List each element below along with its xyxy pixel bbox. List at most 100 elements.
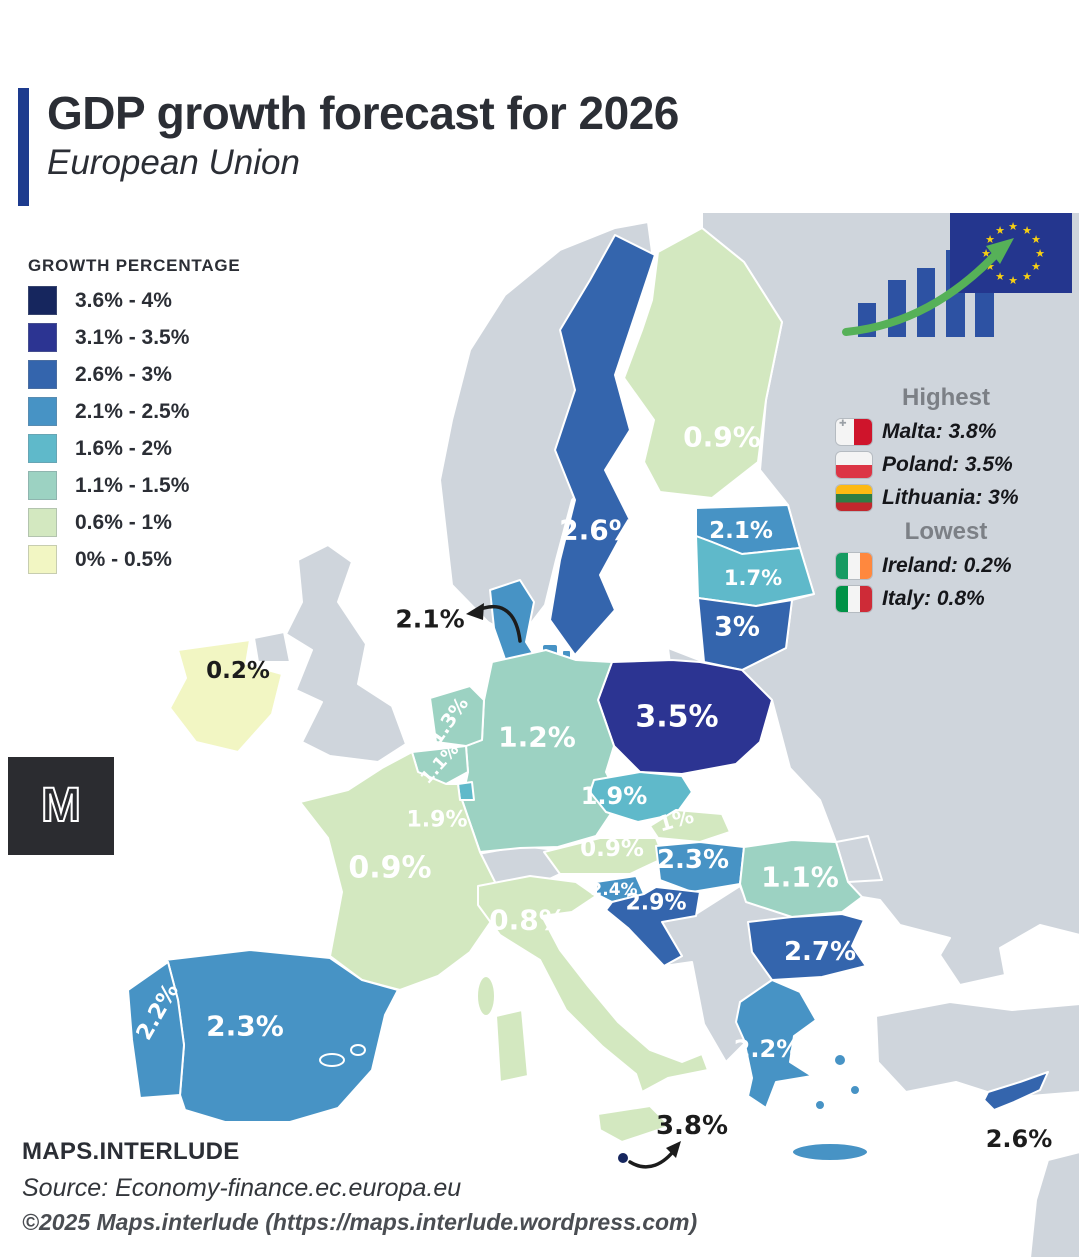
legend-item: 1.1% - 1.5% xyxy=(28,471,241,500)
country-france-corsica xyxy=(476,975,496,1017)
eu-flag-stars: ★ ★ ★ ★ ★ ★ ★ ★ ★ ★ ★ ★ xyxy=(981,221,1045,287)
lowest-header: Lowest xyxy=(904,518,988,545)
landmass-levant xyxy=(1029,1151,1080,1258)
eu-countries xyxy=(127,227,1049,1165)
highest-lowest-panel: Highest Malta: 3.8% Poland: 3.5% Lithuan… xyxy=(836,378,1056,619)
malta-flag-icon xyxy=(836,418,872,445)
country-cyprus xyxy=(983,1071,1049,1111)
eu-star-icon: ★ xyxy=(995,225,1005,237)
country-bulgaria xyxy=(747,913,867,981)
list-item: Lithuania: 3% xyxy=(836,485,1056,511)
list-item: Ireland: 0.2% xyxy=(836,553,1056,579)
legend-swatch xyxy=(28,323,57,352)
legend-item: 2.6% - 3% xyxy=(28,360,241,389)
legend-swatch xyxy=(28,471,57,500)
legend-swatch xyxy=(28,545,57,574)
page-title: GDP growth forecast for 2026 xyxy=(47,87,679,139)
country-netherlands xyxy=(429,685,485,747)
legend-title: GROWTH PERCENTAGE xyxy=(28,256,241,275)
country-italy-sicily xyxy=(597,1105,671,1143)
eu-star-icon: ★ xyxy=(985,261,995,273)
eu-star-icon: ★ xyxy=(995,271,1005,283)
title-accent-bar xyxy=(18,88,29,206)
landmass-uk xyxy=(285,544,407,763)
page-subtitle: European Union xyxy=(47,142,300,182)
legend-swatch xyxy=(28,360,57,389)
country-spain-balearic-2 xyxy=(350,1044,366,1056)
denmark-arrow-head xyxy=(466,603,484,620)
country-italy-sardinia xyxy=(495,1009,529,1083)
trend-arrow-icon xyxy=(842,246,1004,336)
lowest-entry: Ireland: 0.2% xyxy=(882,554,1012,577)
country-spain-balearic-1 xyxy=(319,1053,345,1067)
legend-item: 0% - 0.5% xyxy=(28,545,241,574)
malta-arrow-head xyxy=(666,1141,681,1158)
annotation-arrows xyxy=(466,603,681,1169)
lithuania-flag-icon xyxy=(836,485,872,511)
legend-item: 0.6% - 1% xyxy=(28,508,241,537)
legend-swatch xyxy=(28,397,57,426)
logo-m-icon: M xyxy=(40,778,82,833)
svg-text:M: M xyxy=(41,779,81,832)
country-finland xyxy=(623,227,783,499)
eu-star-icon: ★ xyxy=(1022,225,1032,237)
highest-header: Highest xyxy=(901,384,990,411)
poland-flag-icon xyxy=(836,452,872,478)
country-greece-island-3 xyxy=(814,1099,826,1111)
country-italy xyxy=(477,875,709,1093)
copyright-line: ©2025 Maps.interlude (https://maps.inter… xyxy=(22,1209,698,1235)
country-portugal xyxy=(127,961,185,1099)
legend-range-label: 1.6% - 2% xyxy=(75,436,172,460)
legend-range-label: 0% - 0.5% xyxy=(75,547,172,571)
country-greece-crete xyxy=(791,1142,869,1162)
list-item: Poland: 3.5% xyxy=(836,452,1056,478)
country-greece-island-1 xyxy=(833,1053,847,1067)
legend-range-label: 3.1% - 3.5% xyxy=(75,325,190,349)
trend-arrow-head xyxy=(986,238,1014,264)
list-item: Malta: 3.8% xyxy=(836,418,1056,445)
italy-flag-icon xyxy=(836,586,872,612)
legend: GROWTH PERCENTAGE 3.6% - 4% 3.1% - 3.5% … xyxy=(28,256,241,582)
eu-star-icon: ★ xyxy=(981,248,991,260)
list-item: Italy: 0.8% xyxy=(836,586,1056,612)
legend-swatch xyxy=(28,286,57,315)
legend-range-label: 2.1% - 2.5% xyxy=(75,399,190,423)
eu-star-icon: ★ xyxy=(1008,275,1018,287)
country-croatia xyxy=(605,886,701,967)
eu-star-icon: ★ xyxy=(1035,248,1045,260)
legend-item: 3.1% - 3.5% xyxy=(28,323,241,352)
source-line: Source: Economy-finance.ec.europa.eu xyxy=(22,1174,462,1202)
growth-decor: ★ ★ ★ ★ ★ ★ ★ ★ ★ ★ ★ ★ xyxy=(842,213,1072,337)
legend-swatch xyxy=(28,434,57,463)
legend-item: 3.6% - 4% xyxy=(28,286,241,315)
legend-range-label: 0.6% - 1% xyxy=(75,510,172,534)
eu-star-icon: ★ xyxy=(1031,261,1041,273)
eu-star-icon: ★ xyxy=(1022,271,1032,283)
country-greece-island-2 xyxy=(849,1084,861,1096)
legend-range-label: 2.6% - 3% xyxy=(75,362,172,386)
header: GDP growth forecast for 2026 European Un… xyxy=(18,88,679,206)
highest-entry: Poland: 3.5% xyxy=(882,453,1013,476)
legend-swatch xyxy=(28,508,57,537)
maps-interlude-logo: M xyxy=(8,757,114,855)
lowest-entry: Italy: 0.8% xyxy=(882,587,985,610)
eu-star-icon: ★ xyxy=(985,234,995,246)
country-germany xyxy=(461,649,621,853)
country-malta xyxy=(616,1151,630,1165)
legend-range-label: 3.6% - 4% xyxy=(75,288,172,312)
legend-range-label: 1.1% - 1.5% xyxy=(75,473,190,497)
country-france xyxy=(299,751,499,991)
highest-entry: Malta: 3.8% xyxy=(882,420,997,443)
landmass-northern-ireland xyxy=(253,631,291,663)
country-slovakia xyxy=(649,809,731,843)
eu-star-icon: ★ xyxy=(1031,234,1041,246)
country-hungary xyxy=(655,841,745,893)
footer: MAPS.INTERLUDE Source: Economy-finance.e… xyxy=(22,1138,697,1236)
landmass-russia-east xyxy=(701,211,1080,986)
landmass-turkey xyxy=(875,1001,1080,1099)
country-sweden xyxy=(549,234,656,656)
country-greece xyxy=(735,979,817,1109)
highest-entry: Lithuania: 3% xyxy=(882,486,1019,509)
